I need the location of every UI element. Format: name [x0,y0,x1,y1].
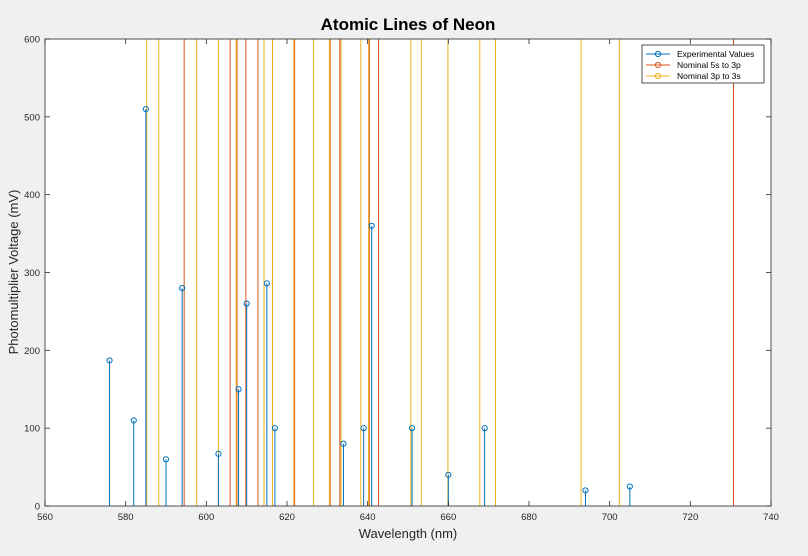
experimental-marker [271,425,278,432]
x-tick-label: 660 [440,512,456,523]
experimental-marker [368,222,375,229]
experimental-marker [408,425,416,432]
experimental-marker [106,357,113,364]
legend-entry-5s-to-3p: Nominal 5s to 3p [646,60,741,70]
legend: Experimental Values Nominal 5s to 3p Nom… [641,44,765,84]
experimental-marker [582,487,589,494]
legend-label-experimental: Experimental Values [677,49,754,59]
experimental-marker [360,425,367,432]
legend-label-5s-to-3p: Nominal 5s to 3p [677,60,741,70]
experimental-marker [179,284,186,292]
x-tick-label: 680 [521,512,537,523]
experimental-stems-layer [106,105,633,506]
experimental-marker [263,280,270,287]
x-tick-label: 560 [37,512,53,523]
x-tick-label: 580 [118,512,134,523]
legend-swatch-marker [654,50,662,58]
x-axis-label: Wavelength (nm) [359,526,458,541]
legend-box [641,44,765,84]
y-tick-label: 100 [24,424,40,435]
y-tick-label: 500 [24,112,40,123]
legend-swatch-marker [654,72,662,80]
x-tick-label: 720 [682,512,698,523]
experimental-marker [481,425,488,432]
chart-title: Atomic Lines of Neon [321,15,496,34]
x-tick-label: 700 [602,512,618,523]
y-tick-label: 200 [24,346,40,357]
legend-label-3p-to-3s: Nominal 3p to 3s [677,71,741,81]
x-tick-label: 620 [279,512,295,523]
plot-area [45,39,771,506]
experimental-marker [626,483,633,490]
legend-swatch-marker [654,61,662,69]
experimental-marker [142,105,149,113]
y-axis-ticks: 0 100 200 300 400 500 600 [24,35,771,513]
y-tick-label: 0 [35,502,40,513]
x-tick-label: 640 [360,512,376,523]
experimental-marker [445,471,452,478]
legend-entry-experimental: Experimental Values [646,49,754,59]
x-tick-label: 740 [763,512,779,523]
experimental-marker [162,456,170,463]
legend-entry-3p-to-3s: Nominal 3p to 3s [646,71,741,81]
y-tick-label: 400 [24,190,40,201]
experimental-marker [130,417,137,424]
experimental-marker [235,386,242,393]
x-axis-ticks: 560 580 600 620 640 660 680 700 720 740 [37,39,779,523]
nominal-lines-layer [146,39,734,506]
y-tick-label: 600 [24,35,40,46]
y-tick-label: 300 [24,268,40,279]
experimental-marker [215,450,222,457]
experimental-marker [340,440,347,447]
experimental-marker [243,300,250,307]
x-tick-label: 600 [198,512,214,523]
y-axis-label: Photomultiplier Voltage (mV) [6,190,21,355]
